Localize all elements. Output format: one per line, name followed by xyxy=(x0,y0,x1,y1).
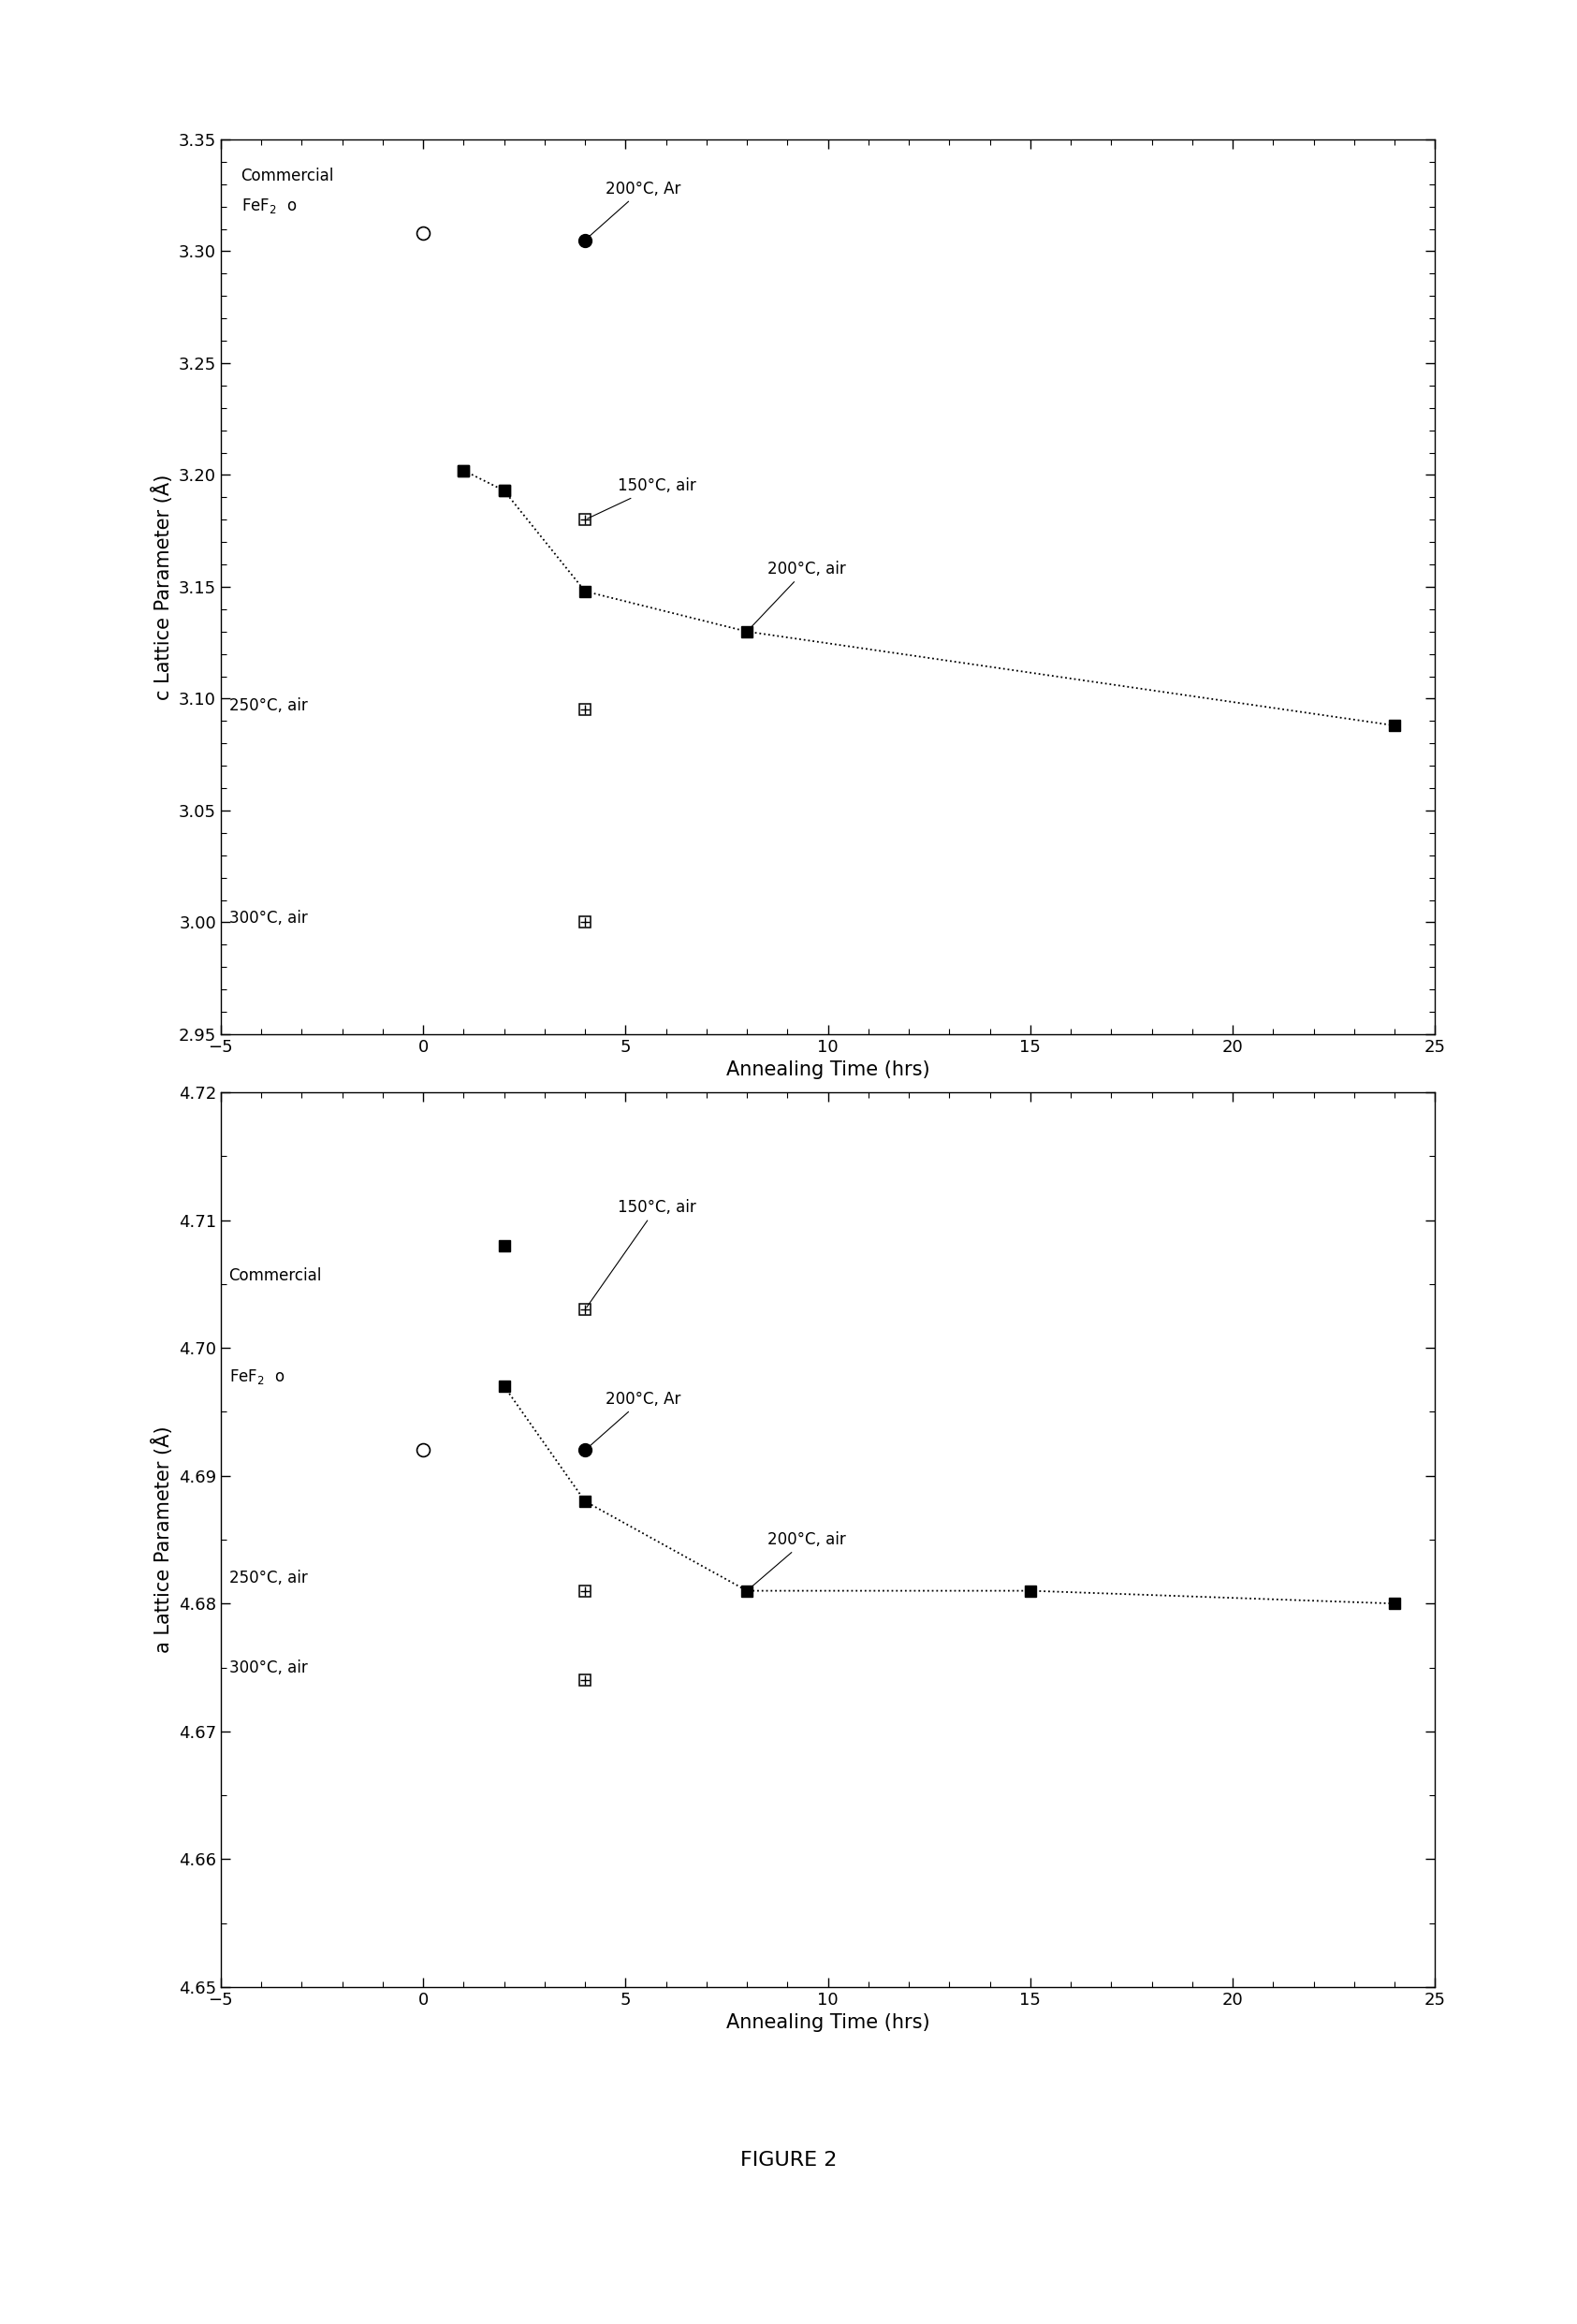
Y-axis label: a Lattice Parameter (Å): a Lattice Parameter (Å) xyxy=(151,1427,173,1652)
X-axis label: Annealing Time (hrs): Annealing Time (hrs) xyxy=(725,1060,930,1078)
Text: 300°C, air: 300°C, air xyxy=(229,1659,308,1676)
Y-axis label: c Lattice Parameter (Å): c Lattice Parameter (Å) xyxy=(151,474,173,700)
Text: Commercial: Commercial xyxy=(229,1267,322,1283)
Text: 250°C, air: 250°C, air xyxy=(229,1569,308,1587)
Text: 250°C, air: 250°C, air xyxy=(229,697,308,713)
Text: 200°C, Ar: 200°C, Ar xyxy=(587,1390,681,1448)
Text: Commercial: Commercial xyxy=(241,167,334,184)
Text: FIGURE 2: FIGURE 2 xyxy=(740,2152,837,2171)
Text: 200°C, Ar: 200°C, Ar xyxy=(587,181,681,239)
Text: 300°C, air: 300°C, air xyxy=(229,909,308,927)
Text: FeF$_2$  o: FeF$_2$ o xyxy=(241,198,296,216)
Text: 200°C, air: 200°C, air xyxy=(749,1532,845,1590)
X-axis label: Annealing Time (hrs): Annealing Time (hrs) xyxy=(725,2013,930,2031)
Text: 150°C, air: 150°C, air xyxy=(587,479,695,518)
Text: 200°C, air: 200°C, air xyxy=(749,560,845,630)
Text: 150°C, air: 150°C, air xyxy=(587,1199,695,1308)
Text: FeF$_2$  o: FeF$_2$ o xyxy=(229,1367,284,1385)
